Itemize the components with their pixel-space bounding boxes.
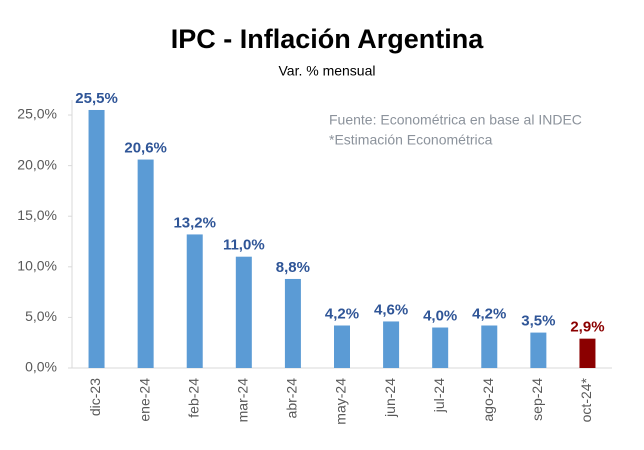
bar bbox=[235, 256, 252, 368]
bar bbox=[530, 332, 547, 368]
bar bbox=[88, 109, 105, 368]
x-tick-label: feb-24 bbox=[185, 378, 201, 418]
bar bbox=[579, 338, 596, 368]
value-label: 20,6% bbox=[124, 140, 167, 157]
x-tick-label: may-24 bbox=[333, 378, 349, 425]
value-label: 4,6% bbox=[374, 301, 408, 318]
y-tick-label: 10,0% bbox=[17, 258, 57, 274]
x-tick-label: ago-24 bbox=[480, 378, 496, 422]
x-tick-label: ene-24 bbox=[136, 378, 152, 422]
x-tick-label: mar-24 bbox=[235, 378, 251, 423]
bar bbox=[186, 234, 203, 368]
x-tick-label: jul-24 bbox=[431, 378, 447, 413]
x-tick-label: sep-24 bbox=[529, 378, 545, 421]
bar bbox=[432, 327, 449, 368]
value-label: 2,9% bbox=[570, 319, 604, 336]
value-label: 25,5% bbox=[75, 90, 118, 107]
x-tick-label: oct-24* bbox=[578, 377, 594, 422]
chart-subtitle: Var. % mensual bbox=[278, 63, 375, 79]
value-label: 8,8% bbox=[276, 259, 310, 276]
value-label: 3,5% bbox=[521, 313, 555, 330]
bar bbox=[137, 159, 154, 368]
bar bbox=[481, 325, 498, 368]
value-label: 4,2% bbox=[325, 305, 359, 322]
chart-title: IPC - Inflación Argentina bbox=[171, 24, 485, 54]
bar bbox=[284, 278, 301, 368]
value-label: 4,0% bbox=[423, 307, 457, 324]
bar bbox=[334, 325, 350, 368]
value-label: 4,2% bbox=[472, 305, 506, 322]
y-tick-label: 25,0% bbox=[17, 106, 57, 122]
y-tick-label: 0,0% bbox=[25, 359, 57, 375]
value-label: 13,2% bbox=[173, 214, 216, 231]
x-tick-label: dic-23 bbox=[87, 378, 103, 416]
value-label: 11,0% bbox=[223, 237, 265, 254]
y-tick-label: 20,0% bbox=[17, 156, 57, 172]
y-tick-label: 5,0% bbox=[25, 308, 57, 324]
x-tick-label: abr-24 bbox=[284, 378, 300, 419]
bar bbox=[383, 321, 400, 368]
annotation: *Estimación Econométrica bbox=[329, 132, 493, 148]
y-tick-label: 15,0% bbox=[17, 207, 57, 223]
annotation: Fuente: Econométrica en base al INDEC bbox=[329, 112, 582, 128]
x-tick-label: jun-24 bbox=[382, 378, 398, 418]
